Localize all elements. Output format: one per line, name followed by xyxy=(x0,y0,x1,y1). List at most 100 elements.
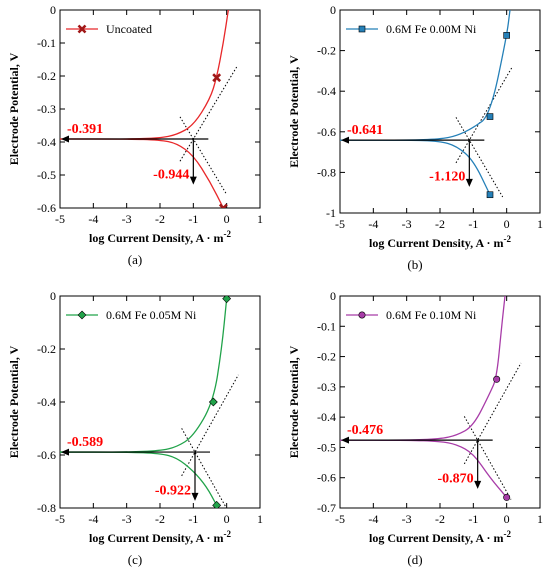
x-tick-label: 1 xyxy=(257,512,263,526)
y-tick-label: -0.2 xyxy=(37,342,56,356)
y-axis-label: Electrode Potential, V xyxy=(7,52,21,165)
x-axis-label-main: log Current Density, A · m xyxy=(89,231,223,245)
panel-label: (c) xyxy=(128,552,142,567)
x-tick-label: -2 xyxy=(155,512,165,526)
ecorr-label: -0.641 xyxy=(347,123,383,138)
y-tick-label: -0.5 xyxy=(317,440,336,454)
legend-label: 0.6M Fe 0.05M Ni xyxy=(106,308,197,322)
x-tick-label: -4 xyxy=(368,512,378,526)
data-marker xyxy=(503,32,510,39)
x-tick-label: -1 xyxy=(468,217,478,231)
cathodic-curve xyxy=(340,139,491,196)
data-marker xyxy=(212,73,222,83)
tafel-anodic-line xyxy=(463,362,522,465)
x-tick-label: 0 xyxy=(504,512,510,526)
y-tick-label: -0.6 xyxy=(37,448,56,462)
x-tick-label: -2 xyxy=(435,512,445,526)
x-axis-label-sup: -2 xyxy=(223,529,231,539)
tafel-cathodic-line xyxy=(463,416,512,500)
legend-label: 0.6M Fe 0.10M Ni xyxy=(386,308,477,322)
data-marker xyxy=(218,203,228,208)
data-marker xyxy=(208,397,218,407)
chart-panel-3: -5 -4 -3 -2 -1 0 1 -0.7 -0.6 -0.5 -0.4 -0.3 -0.2 -0.1… xyxy=(287,289,543,567)
x-tick-label: 1 xyxy=(537,217,543,231)
y-axis-label: Electrode Potential, V xyxy=(287,55,301,168)
x-tick-label: -4 xyxy=(368,217,378,231)
tafel-anodic-line xyxy=(455,65,514,164)
y-tick-label: -1 xyxy=(326,206,336,220)
x-axis-label: log Current Density, A · m-2 xyxy=(369,529,511,545)
icorr-arrowhead xyxy=(189,176,197,185)
tafel-cathodic-line xyxy=(181,428,227,508)
x-tick-label: -5 xyxy=(335,217,345,231)
y-tick-label: -0.3 xyxy=(317,380,336,394)
x-tick-label: -3 xyxy=(122,512,132,526)
y-tick-label: 0 xyxy=(50,289,56,303)
panel-label: (d) xyxy=(407,552,422,567)
legend-marker xyxy=(77,24,87,34)
y-tick-label: 0 xyxy=(330,289,336,303)
y-tick-label: -0.5 xyxy=(37,168,56,182)
x-axis-label-sup: -2 xyxy=(223,229,231,239)
x-tick-label: -5 xyxy=(55,212,65,226)
plot-frame xyxy=(59,295,261,509)
icorr-label: -0.870 xyxy=(437,472,473,487)
legend-label: Uncoated xyxy=(106,22,152,36)
x-axis-label-sup: -2 xyxy=(503,529,511,539)
tafel-cathodic-line xyxy=(455,117,504,198)
ecorr-arrowhead xyxy=(341,136,349,144)
icorr-arrowhead xyxy=(474,480,482,489)
x-tick-label: -1 xyxy=(188,212,198,226)
plot-area xyxy=(60,296,239,508)
x-axis-label-sup: -2 xyxy=(503,234,511,244)
cathodic-curve xyxy=(340,439,508,498)
icorr-arrowhead xyxy=(465,178,473,187)
icorr-arrowhead xyxy=(191,492,199,501)
y-tick-label: -0.8 xyxy=(37,501,56,515)
chart-panel-0: -5 -4 -3 -2 -1 0 1-0.6-0.5-0.4-0.3-0.2-0.10log… xyxy=(7,3,263,267)
panel-label: (a) xyxy=(128,252,142,267)
ecorr-label: -0.391 xyxy=(67,122,103,137)
x-axis-label-main: log Current Density, A · m xyxy=(369,531,503,545)
y-tick-label: -0.4 xyxy=(317,84,336,98)
y-tick-label: -0.4 xyxy=(37,395,56,409)
y-tick-label: -0.8 xyxy=(317,165,336,179)
y-tick-label: -0.1 xyxy=(37,36,56,50)
data-marker xyxy=(486,113,494,120)
x-tick-label: -2 xyxy=(435,217,445,231)
ecorr-arrowhead xyxy=(61,135,69,143)
y-tick-label: 0 xyxy=(50,3,56,17)
data-marker xyxy=(212,500,222,508)
tafel-anodic-line xyxy=(179,66,238,162)
x-tick-label: -5 xyxy=(55,512,65,526)
plot-area xyxy=(340,10,514,199)
y-tick-label: -0.6 xyxy=(317,125,336,139)
data-marker xyxy=(493,375,501,383)
y-tick-label: -0.4 xyxy=(37,135,56,149)
ecorr-label: -0.476 xyxy=(347,423,383,438)
cathodic-curve xyxy=(60,451,218,506)
ecorr-arrowhead xyxy=(61,448,69,456)
x-tick-label: -4 xyxy=(88,212,98,226)
y-axis-label: Electrode Potential, V xyxy=(287,345,301,458)
icorr-label: -0.922 xyxy=(155,483,191,498)
ecorr-label: -0.589 xyxy=(67,435,103,450)
legend-label: 0.6M Fe 0.00M Ni xyxy=(386,22,477,36)
x-axis-label-main: log Current Density, A · m xyxy=(89,531,223,545)
y-tick-label: -0.4 xyxy=(317,410,336,424)
ecorr-arrowhead xyxy=(341,436,349,444)
x-tick-label: -2 xyxy=(155,212,165,226)
data-marker xyxy=(503,493,511,501)
x-tick-label: -1 xyxy=(468,512,478,526)
data-marker xyxy=(486,191,494,199)
y-axis-label: Electrode Potential, V xyxy=(7,345,21,458)
plot-area xyxy=(60,10,238,208)
x-tick-label: 1 xyxy=(257,212,263,226)
panel-label: (b) xyxy=(407,257,422,272)
tafel-anodic-line xyxy=(181,374,239,477)
data-marker xyxy=(222,296,232,304)
y-tick-label: -0.2 xyxy=(37,69,56,83)
